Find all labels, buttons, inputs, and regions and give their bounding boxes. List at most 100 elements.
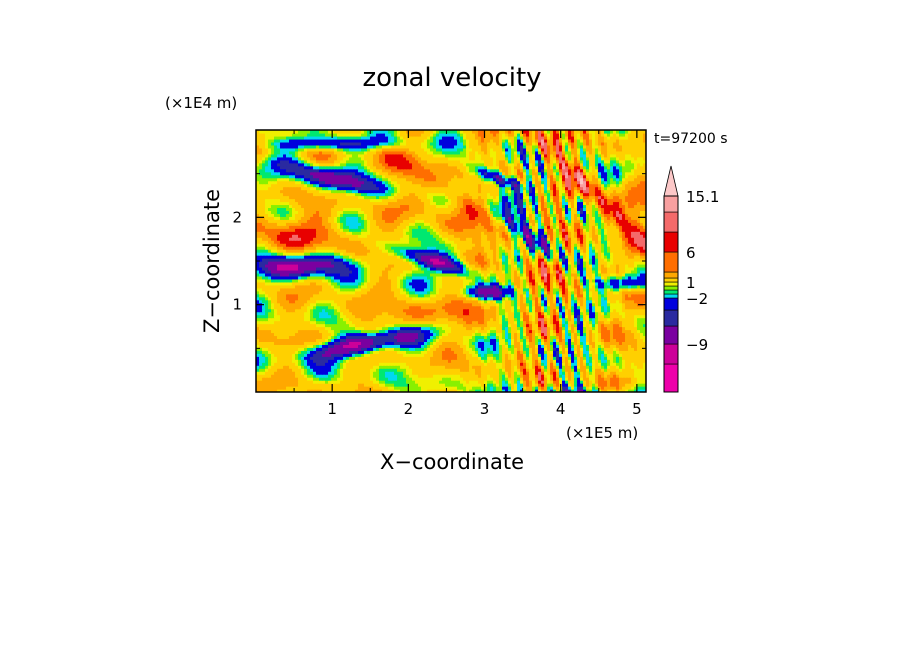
field-cell — [586, 344, 590, 348]
field-cell — [544, 371, 548, 375]
field-cell — [313, 389, 317, 392]
field-cell — [409, 359, 413, 363]
field-cell — [460, 368, 464, 372]
field-cell — [283, 356, 287, 360]
field-cell — [334, 341, 338, 345]
field-cell — [403, 386, 407, 390]
field-cell — [448, 365, 452, 369]
field-cell — [475, 323, 479, 328]
field-cell — [394, 374, 398, 378]
field-cell — [364, 320, 368, 325]
field-cell — [307, 374, 311, 378]
field-cell — [487, 389, 491, 392]
field-cell — [634, 383, 638, 387]
field-cell — [331, 341, 335, 345]
field-cell — [640, 338, 644, 342]
field-cell — [613, 335, 617, 340]
field-cell — [538, 332, 542, 337]
field-cell — [586, 353, 590, 357]
field-cell — [430, 329, 434, 334]
field-cell — [265, 350, 269, 354]
field-cell — [517, 374, 521, 378]
field-cell — [406, 368, 410, 372]
field-cell — [544, 350, 548, 354]
field-cell — [454, 341, 458, 345]
field-cell — [571, 368, 575, 372]
field-cell — [598, 335, 602, 340]
field-cell — [322, 380, 326, 384]
field-cell — [523, 335, 527, 340]
field-cell — [373, 359, 377, 363]
field-cell — [628, 368, 632, 372]
field-cell — [256, 389, 260, 392]
field-cell — [502, 389, 506, 392]
field-cell — [292, 335, 296, 340]
field-cell — [316, 320, 320, 325]
field-cell — [334, 386, 338, 390]
field-cell — [442, 323, 446, 328]
field-cell — [493, 371, 497, 375]
field-cell — [610, 380, 614, 384]
field-cell — [256, 386, 260, 390]
field-cell — [316, 380, 320, 384]
field-cell — [403, 362, 407, 366]
field-cell — [439, 377, 443, 381]
field-cell — [394, 353, 398, 357]
field-cell — [529, 323, 533, 328]
field-cell — [406, 371, 410, 375]
field-cell — [544, 344, 548, 348]
field-cell — [577, 341, 581, 345]
field-cell — [640, 335, 644, 340]
field-cell — [265, 365, 269, 369]
field-cell — [643, 344, 646, 348]
field-cell — [490, 347, 494, 351]
field-cell — [304, 326, 308, 331]
field-cell — [319, 356, 323, 360]
field-cell — [442, 356, 446, 360]
field-cell — [502, 335, 506, 340]
field-cell — [271, 350, 275, 354]
field-cell — [484, 335, 488, 340]
field-cell — [268, 335, 272, 340]
field-cell — [361, 347, 365, 351]
field-cell — [589, 374, 593, 378]
field-cell — [460, 389, 464, 392]
field-cell — [376, 323, 380, 328]
field-cell — [385, 329, 389, 334]
field-cell — [553, 353, 557, 357]
field-cell — [595, 350, 599, 354]
field-cell — [307, 347, 311, 351]
field-cell — [544, 380, 548, 384]
field-cell — [469, 380, 473, 384]
field-cell — [370, 329, 374, 334]
field-cell — [568, 371, 572, 375]
field-cell — [508, 356, 512, 360]
field-cell — [574, 365, 578, 369]
field-cell — [400, 353, 404, 357]
field-cell — [322, 377, 326, 381]
field-cell — [313, 383, 317, 387]
field-cell — [475, 359, 479, 363]
field-cell — [259, 377, 263, 381]
field-cell — [514, 386, 518, 390]
field-cell — [295, 383, 299, 387]
field-cell — [256, 347, 260, 351]
field-cell — [541, 362, 545, 366]
field-cell — [568, 332, 572, 337]
field-cell — [427, 368, 431, 372]
field-cell — [475, 362, 479, 366]
field-cell — [604, 368, 608, 372]
field-cell — [634, 386, 638, 390]
field-cell — [499, 377, 503, 381]
field-cell — [262, 389, 266, 392]
field-cell — [385, 356, 389, 360]
field-cell — [613, 380, 617, 384]
field-cell — [415, 359, 419, 363]
field-cell — [424, 320, 428, 325]
field-cell — [343, 386, 347, 390]
field-cell — [505, 347, 509, 351]
field-cell — [607, 359, 611, 363]
field-cell — [448, 329, 452, 334]
field-cell — [619, 386, 623, 390]
field-cell — [463, 389, 467, 392]
